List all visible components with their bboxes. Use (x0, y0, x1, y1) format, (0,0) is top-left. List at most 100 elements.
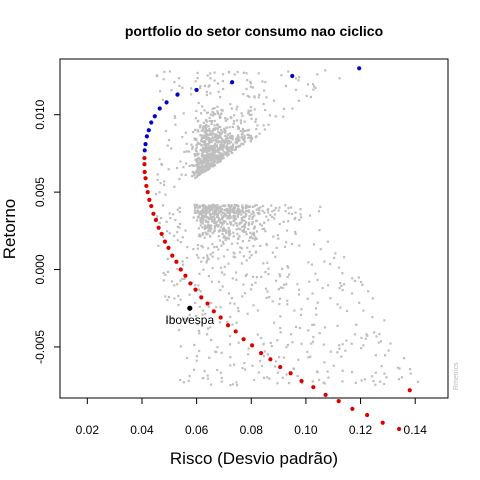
random-portfolio-point (180, 173, 183, 176)
random-portfolio-point (203, 225, 206, 228)
random-portfolio-point (202, 150, 205, 154)
random-portfolio-point (238, 209, 242, 212)
random-portfolio-point (194, 176, 197, 180)
benchmark-label: Ibovespa (165, 313, 214, 327)
random-portfolio-point (208, 119, 211, 123)
random-portfolio-point (210, 280, 213, 283)
random-portfolio-point (377, 341, 380, 344)
random-portfolio-point (200, 138, 203, 141)
random-portfolio-point (236, 125, 239, 128)
random-portfolio-point (259, 336, 263, 340)
random-portfolio-point (296, 374, 299, 378)
random-portfolio-point (185, 256, 189, 260)
random-portfolio-point (216, 128, 219, 131)
random-portfolio-point (248, 95, 251, 98)
random-portfolio-point (248, 113, 251, 117)
random-portfolio-point (236, 70, 239, 74)
random-portfolio-point (262, 376, 266, 379)
random-portfolio-point (233, 256, 237, 259)
random-portfolio-point (220, 213, 223, 216)
random-portfolio-point (202, 268, 205, 271)
random-portfolio-point (192, 216, 195, 219)
random-portfolio-point (359, 280, 363, 284)
random-portfolio-point (239, 246, 242, 249)
random-portfolio-point (224, 238, 227, 242)
random-portfolio-point (336, 303, 339, 306)
random-portfolio-point (263, 221, 266, 224)
random-portfolio-point (271, 251, 274, 254)
random-portfolio-point (265, 243, 268, 247)
random-portfolio-point (237, 237, 240, 241)
random-portfolio-point (202, 125, 205, 128)
random-portfolio-point (188, 164, 191, 167)
random-portfolio-point (266, 261, 269, 264)
random-portfolio-point (306, 297, 309, 300)
random-portfolio-point (164, 129, 168, 133)
random-portfolio-point (247, 111, 251, 114)
random-portfolio-point (292, 367, 296, 370)
inefficient-point (156, 225, 161, 230)
inefficient-point (199, 295, 204, 300)
random-portfolio-point (200, 136, 204, 140)
random-portfolio-point (209, 72, 212, 75)
random-portfolio-point (215, 306, 218, 309)
random-portfolio-point (193, 209, 197, 212)
random-portfolio-point (272, 235, 275, 238)
random-portfolio-point (203, 370, 206, 373)
efficient-point (143, 142, 148, 147)
random-portfolio-point (243, 211, 246, 214)
inefficient-point (241, 337, 246, 342)
random-portfolio-point (283, 283, 286, 286)
random-portfolio-point (337, 266, 341, 269)
random-portfolio-point (176, 225, 179, 228)
random-portfolio-point (207, 275, 211, 278)
random-portfolio-point (227, 262, 230, 265)
random-portfolio-point (157, 244, 160, 247)
random-portfolio-point (240, 218, 243, 222)
random-portfolio-point (233, 148, 236, 152)
random-portfolio-point (158, 90, 162, 93)
random-portfolio-point (168, 70, 172, 73)
random-portfolio-point (268, 114, 272, 117)
inefficient-point (323, 392, 328, 398)
random-portfolio-point (210, 301, 213, 304)
random-portfolio-point (199, 112, 203, 115)
random-portfolio-point (245, 87, 248, 91)
random-portfolio-point (216, 346, 219, 349)
random-portfolio-point (229, 302, 232, 305)
random-portfolio-point (205, 209, 208, 212)
random-portfolio-point (243, 368, 247, 371)
random-portfolio-point (242, 143, 245, 146)
random-portfolio-point (227, 70, 231, 74)
random-portfolio-point (261, 80, 264, 83)
random-portfolio-point (217, 230, 220, 233)
random-portfolio-point (228, 132, 232, 135)
random-portfolio-point (233, 211, 236, 215)
random-portfolio-point (242, 71, 245, 74)
random-portfolio-point (244, 140, 247, 143)
random-portfolio-point (225, 126, 228, 129)
random-portfolio-point (174, 218, 177, 222)
efficient-point (194, 87, 199, 93)
random-portfolio-point (308, 214, 312, 217)
random-portfolio-point (278, 206, 281, 209)
random-portfolio-point (216, 215, 220, 218)
random-portfolio-point (181, 236, 184, 239)
random-portfolio-point (203, 209, 207, 213)
random-portfolio-point (409, 368, 412, 371)
random-portfolio-point (249, 136, 252, 139)
random-portfolio-point (179, 279, 182, 282)
random-portfolio-point (370, 375, 374, 378)
random-portfolio-point (232, 219, 235, 223)
random-portfolio-point (382, 382, 386, 386)
random-portfolio-point (245, 273, 248, 276)
random-portfolio-point (276, 234, 280, 237)
random-portfolio-point (397, 366, 400, 369)
inefficient-point (143, 176, 148, 181)
random-portfolio-point (194, 164, 197, 167)
random-portfolio-point (198, 305, 201, 308)
random-portfolio-point (217, 90, 220, 93)
random-portfolio-point (273, 321, 276, 324)
random-portfolio-point (298, 244, 301, 247)
random-portfolio-point (178, 210, 181, 214)
